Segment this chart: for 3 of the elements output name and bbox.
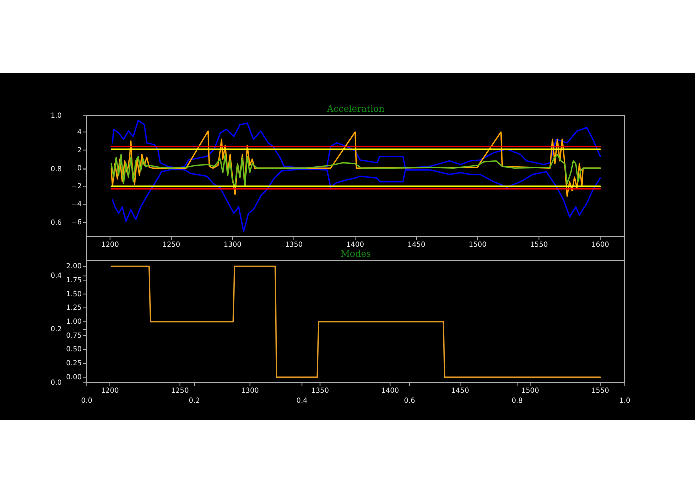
line-series	[110, 154, 602, 188]
chart-title: Acceleration	[326, 105, 385, 115]
chart-title: Modes	[340, 250, 372, 260]
